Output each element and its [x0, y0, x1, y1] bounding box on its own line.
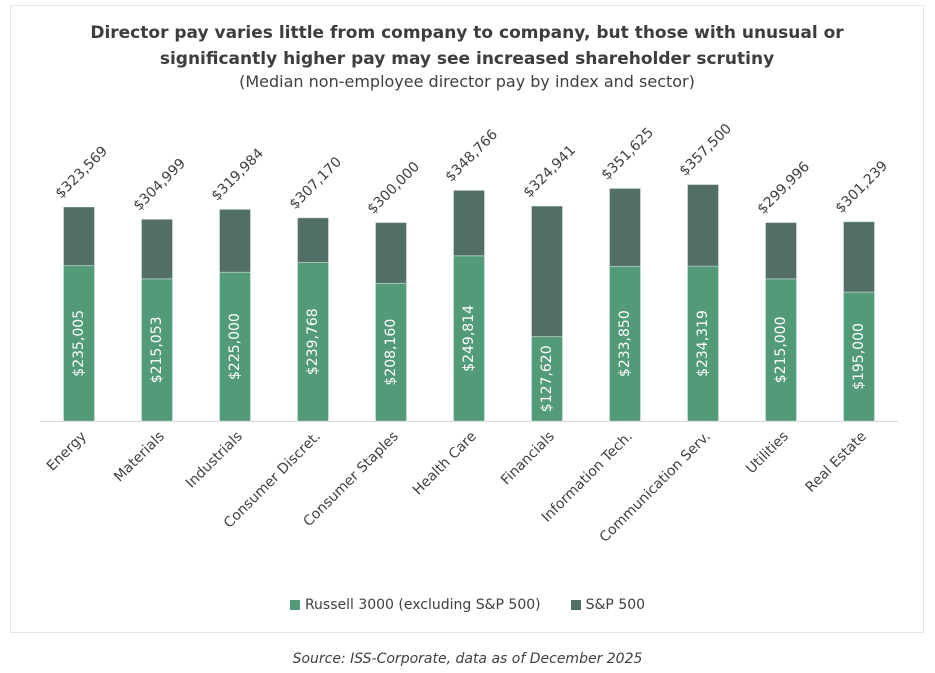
bar-russell: [687, 265, 719, 422]
bar-russell: [63, 265, 95, 422]
x-tick-label: Real Estate: [803, 429, 870, 496]
data-label-russell: $235,005: [71, 310, 87, 377]
legend-swatch-sp500: [570, 600, 581, 610]
data-label-russell: $239,768: [305, 308, 321, 375]
x-tick-label: Financials: [498, 429, 558, 489]
data-label-russell: $234,319: [695, 310, 711, 377]
bar-sp500: [297, 217, 329, 263]
data-label-russell: $215,000: [773, 316, 789, 383]
data-label-sp500: $301,239: [833, 158, 892, 217]
bar-russell: [141, 278, 173, 422]
legend-label-russell: Russell 3000 (excluding S&P 500): [304, 597, 541, 613]
data-label-sp500: $348,766: [443, 127, 502, 186]
x-tick-label: Health Care: [410, 429, 480, 499]
chart-title-line-1: Director pay varies little from company …: [90, 23, 844, 43]
legend-item-sp500: S&P 500: [570, 597, 646, 613]
data-label-sp500: $357,500: [677, 121, 736, 180]
bar-sp500: [843, 221, 875, 293]
bar-sp500: [63, 206, 95, 267]
legend-label-sp500: S&P 500: [585, 597, 646, 613]
chart-subtitle: (Median non-employee director pay by ind…: [239, 72, 695, 91]
bar-sp500: [453, 189, 485, 257]
data-label-sp500: $307,170: [287, 154, 346, 213]
bar-russell: [453, 255, 485, 422]
bar-russell: [531, 336, 563, 422]
bar-sp500: [219, 208, 251, 273]
legend-swatch-russell: [289, 600, 300, 610]
data-label-sp500: $300,000: [365, 159, 424, 218]
bar-russell: [843, 291, 875, 422]
x-tick-label: Industrials: [183, 429, 246, 492]
bar-sp500: [141, 218, 173, 280]
bar-sp500: [765, 222, 797, 280]
x-tick-label: Energy: [44, 429, 90, 475]
chart-title: Director pay varies little from company …: [10, 20, 924, 72]
bar-russell: [297, 261, 329, 422]
data-label-sp500: $304,999: [131, 156, 190, 215]
data-label-sp500: $323,569: [53, 143, 112, 202]
x-tick-label: Materials: [111, 429, 168, 486]
bar-sp500: [375, 222, 407, 284]
bar-sp500: [609, 187, 641, 267]
bar-sp500: [687, 184, 719, 267]
data-label-russell: $195,000: [851, 323, 867, 390]
bar-sp500: [531, 205, 563, 338]
data-label-russell: $249,814: [461, 305, 477, 372]
legend: Russell 3000 (excluding S&P 500) S&P 500: [0, 597, 935, 613]
bar-russell: [219, 271, 251, 422]
data-label-sp500: $351,625: [599, 125, 658, 184]
bar-russell: [765, 278, 797, 422]
data-label-russell: $225,000: [227, 313, 243, 380]
data-label-russell: $127,620: [539, 345, 555, 412]
bar-russell: [375, 282, 407, 422]
data-label-russell: $208,160: [383, 319, 399, 386]
data-label-sp500: $319,984: [209, 146, 268, 205]
data-label-russell: $233,850: [617, 310, 633, 377]
x-tick-label: Utilities: [743, 429, 792, 478]
data-label-sp500: $299,996: [755, 159, 814, 218]
data-label-russell: $215,053: [149, 316, 165, 383]
legend-item-russell: Russell 3000 (excluding S&P 500): [289, 597, 541, 613]
data-label-sp500: $324,941: [521, 142, 580, 201]
chart-title-line-2: significantly higher pay may see increas…: [159, 49, 775, 69]
source-note: Source: ISS-Corporate, data as of Decemb…: [292, 651, 643, 667]
